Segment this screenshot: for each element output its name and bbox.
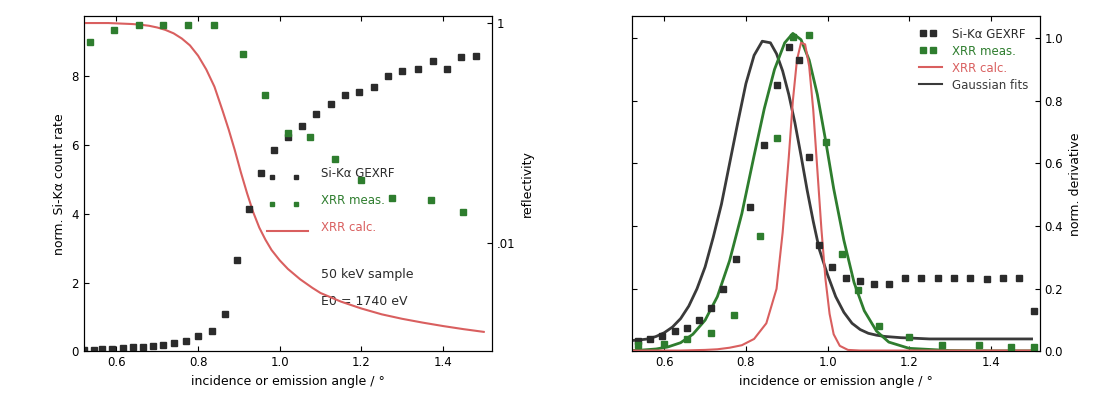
X-axis label: incidence or emission angle / °: incidence or emission angle / ° <box>739 375 932 388</box>
Legend: Si-Kα GEXRF, XRR meas., XRR calc., Gaussian fits: Si-Kα GEXRF, XRR meas., XRR calc., Gauss… <box>912 22 1034 98</box>
Text: XRR meas.: XRR meas. <box>321 194 385 207</box>
Text: XRR calc.: XRR calc. <box>321 221 376 234</box>
Y-axis label: reflectivity: reflectivity <box>521 150 534 217</box>
X-axis label: incidence or emission angle / °: incidence or emission angle / ° <box>191 375 385 388</box>
Text: Si-Kα GEXRF: Si-Kα GEXRF <box>321 167 394 180</box>
Y-axis label: norm. derivative: norm. derivative <box>1069 132 1082 236</box>
Text: 50 keV sample: 50 keV sample <box>321 268 413 281</box>
Y-axis label: norm. Si-Kα count rate: norm. Si-Kα count rate <box>53 113 66 255</box>
Text: E0 = 1740 eV: E0 = 1740 eV <box>321 295 407 307</box>
